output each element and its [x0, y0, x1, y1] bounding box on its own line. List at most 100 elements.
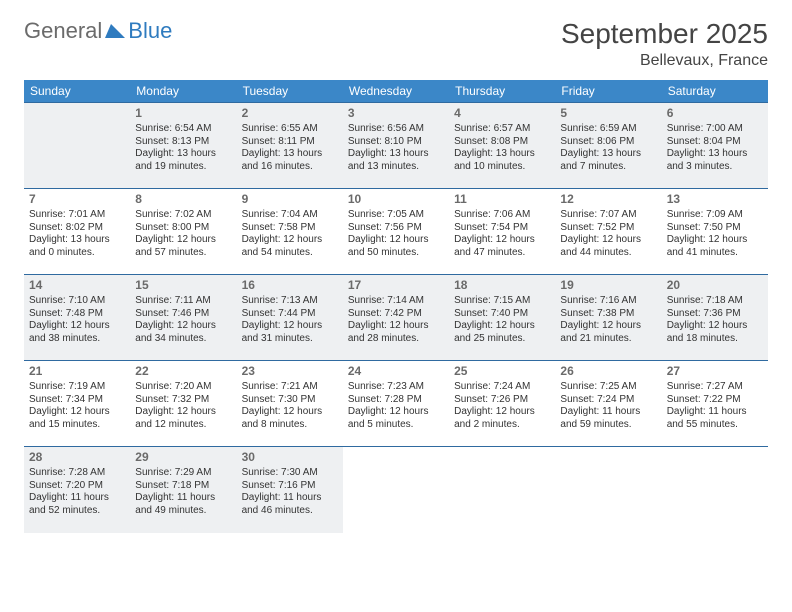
calendar-cell: 11Sunrise: 7:06 AMSunset: 7:54 PMDayligh… — [449, 189, 555, 275]
calendar-cell: 23 Sunrise: 7:21 AMSunset: 7:30 PMDayligh… — [237, 361, 343, 447]
calendar-cell — [555, 447, 661, 533]
sun-info: Sunrise: 7:21 AMSunset: 7:30 PMDaylight:… — [242, 381, 338, 431]
logo-triangle-icon — [105, 22, 127, 40]
day-number: 14 — [29, 278, 125, 293]
calendar-cell: 1 Sunrise: 6:54 AMSunset: 8:13 PMDaylight… — [130, 103, 236, 189]
day-number: 9 — [242, 192, 338, 207]
logo: General Blue — [24, 18, 172, 44]
day-number: 3 — [348, 106, 444, 121]
calendar-cell: 20 Sunrise: 7:18 AMSunset: 7:36 PMDayligh… — [662, 275, 768, 361]
day-number: 1 — [135, 106, 231, 121]
day-number: 29 — [135, 450, 231, 465]
day-number: 28 — [29, 450, 125, 465]
day-number: 8 — [135, 192, 231, 207]
table-row: 14 Sunrise: 7:10 AMSunset: 7:48 PMDayligh… — [24, 275, 768, 361]
sun-info: Sunrise: 7:07 AMSunset: 7:52 PMDaylight:… — [560, 209, 656, 259]
calendar-cell: 8 Sunrise: 7:02 AMSunset: 8:00 PMDaylight… — [130, 189, 236, 275]
weekday-header: Friday — [555, 80, 661, 103]
weekday-header-row: Sunday Monday Tuesday Wednesday Thursday… — [24, 80, 768, 103]
sun-info: Sunrise: 7:19 AMSunset: 7:34 PMDaylight:… — [29, 381, 125, 431]
logo-text-general: General — [24, 18, 102, 44]
calendar-cell: 18 Sunrise: 7:15 AMSunset: 7:40 PMDayligh… — [449, 275, 555, 361]
weekday-header: Wednesday — [343, 80, 449, 103]
calendar-cell: 5 Sunrise: 6:59 AMSunset: 8:06 PMDaylight… — [555, 103, 661, 189]
sun-info: Sunrise: 6:59 AMSunset: 8:06 PMDaylight:… — [560, 123, 656, 173]
sun-info: Sunrise: 6:55 AMSunset: 8:11 PMDaylight:… — [242, 123, 338, 173]
weekday-header: Thursday — [449, 80, 555, 103]
calendar-cell: 26Sunrise: 7:25 AMSunset: 7:24 PMDayligh… — [555, 361, 661, 447]
sun-info: Sunrise: 7:29 AMSunset: 7:18 PMDaylight:… — [135, 467, 231, 517]
calendar-cell — [662, 447, 768, 533]
day-number: 11 — [454, 192, 550, 207]
sun-info: Sunrise: 7:02 AMSunset: 8:00 PMDaylight:… — [135, 209, 231, 259]
calendar-cell: 28 Sunrise: 7:28 AMSunset: 7:20 PMDayligh… — [24, 447, 130, 533]
calendar-cell: 13Sunrise: 7:09 AMSunset: 7:50 PMDayligh… — [662, 189, 768, 275]
sun-info: Sunrise: 7:10 AMSunset: 7:48 PMDaylight:… — [29, 295, 125, 345]
sun-info: Sunrise: 7:24 AMSunset: 7:26 PMDaylight:… — [454, 381, 550, 431]
calendar-cell: 4Sunrise: 6:57 AMSunset: 8:08 PMDaylight… — [449, 103, 555, 189]
sun-info: Sunrise: 7:25 AMSunset: 7:24 PMDaylight:… — [560, 381, 656, 431]
day-number: 21 — [29, 364, 125, 379]
sun-info: Sunrise: 7:14 AMSunset: 7:42 PMDaylight:… — [348, 295, 444, 345]
day-number: 30 — [242, 450, 338, 465]
day-number: 13 — [667, 192, 763, 207]
sun-info: Sunrise: 7:20 AMSunset: 7:32 PMDaylight:… — [135, 381, 231, 431]
day-number: 17 — [348, 278, 444, 293]
calendar-cell — [449, 447, 555, 533]
day-number: 23 — [242, 364, 338, 379]
sun-info: Sunrise: 7:30 AMSunset: 7:16 PMDaylight:… — [242, 467, 338, 517]
day-number: 5 — [560, 106, 656, 121]
day-number: 24 — [348, 364, 444, 379]
sun-info: Sunrise: 7:13 AMSunset: 7:44 PMDaylight:… — [242, 295, 338, 345]
calendar-cell: 15 Sunrise: 7:11 AMSunset: 7:46 PMDayligh… — [130, 275, 236, 361]
calendar-cell: 25 Sunrise: 7:24 AMSunset: 7:26 PMDayligh… — [449, 361, 555, 447]
day-number: 18 — [454, 278, 550, 293]
day-number: 15 — [135, 278, 231, 293]
sun-info: Sunrise: 7:18 AMSunset: 7:36 PMDaylight:… — [667, 295, 763, 345]
sun-info: Sunrise: 7:15 AMSunset: 7:40 PMDaylight:… — [454, 295, 550, 345]
calendar-cell: 3Sunrise: 6:56 AMSunset: 8:10 PMDaylight… — [343, 103, 449, 189]
sun-info: Sunrise: 7:11 AMSunset: 7:46 PMDaylight:… — [135, 295, 231, 345]
day-number: 27 — [667, 364, 763, 379]
table-row: 1 Sunrise: 6:54 AMSunset: 8:13 PMDaylight… — [24, 103, 768, 189]
table-row: 28 Sunrise: 7:28 AMSunset: 7:20 PMDayligh… — [24, 447, 768, 533]
calendar-cell: 30 Sunrise: 7:30 AMSunset: 7:16 PMDayligh… — [237, 447, 343, 533]
header: General Blue September 2025 Bellevaux, F… — [24, 18, 768, 70]
calendar-cell: 29 Sunrise: 7:29 AMSunset: 7:18 PMDayligh… — [130, 447, 236, 533]
logo-text-blue: Blue — [128, 18, 172, 44]
day-number: 19 — [560, 278, 656, 293]
sun-info: Sunrise: 7:00 AMSunset: 8:04 PMDaylight:… — [667, 123, 763, 173]
calendar-cell: 14 Sunrise: 7:10 AMSunset: 7:48 PMDayligh… — [24, 275, 130, 361]
calendar-cell: 6Sunrise: 7:00 AMSunset: 8:04 PMDaylight… — [662, 103, 768, 189]
calendar-cell — [343, 447, 449, 533]
calendar-cell: 27Sunrise: 7:27 AMSunset: 7:22 PMDayligh… — [662, 361, 768, 447]
table-row: 7Sunrise: 7:01 AMSunset: 8:02 PMDaylight… — [24, 189, 768, 275]
day-number: 16 — [242, 278, 338, 293]
calendar-cell: 19 Sunrise: 7:16 AMSunset: 7:38 PMDayligh… — [555, 275, 661, 361]
calendar-cell — [24, 103, 130, 189]
weekday-header: Saturday — [662, 80, 768, 103]
weekday-header: Tuesday — [237, 80, 343, 103]
calendar-table: Sunday Monday Tuesday Wednesday Thursday… — [24, 80, 768, 533]
location-text: Bellevaux, France — [561, 52, 768, 70]
day-number: 2 — [242, 106, 338, 121]
title-block: September 2025 Bellevaux, France — [561, 18, 768, 70]
weekday-header: Monday — [130, 80, 236, 103]
day-number: 12 — [560, 192, 656, 207]
calendar-cell: 21 Sunrise: 7:19 AMSunset: 7:34 PMDayligh… — [24, 361, 130, 447]
sun-info: Sunrise: 7:16 AMSunset: 7:38 PMDaylight:… — [560, 295, 656, 345]
calendar-cell: 16 Sunrise: 7:13 AMSunset: 7:44 PMDayligh… — [237, 275, 343, 361]
day-number: 25 — [454, 364, 550, 379]
sun-info: Sunrise: 6:54 AMSunset: 8:13 PMDaylight:… — [135, 123, 231, 173]
sun-info: Sunrise: 7:28 AMSunset: 7:20 PMDaylight:… — [29, 467, 125, 517]
page-title: September 2025 — [561, 18, 768, 50]
day-number: 7 — [29, 192, 125, 207]
day-number: 20 — [667, 278, 763, 293]
calendar-cell: 24Sunrise: 7:23 AMSunset: 7:28 PMDayligh… — [343, 361, 449, 447]
sun-info: Sunrise: 7:05 AMSunset: 7:56 PMDaylight:… — [348, 209, 444, 259]
calendar-cell: 17 Sunrise: 7:14 AMSunset: 7:42 PMDayligh… — [343, 275, 449, 361]
weekday-header: Sunday — [24, 80, 130, 103]
sun-info: Sunrise: 7:04 AMSunset: 7:58 PMDaylight:… — [242, 209, 338, 259]
calendar-cell: 22Sunrise: 7:20 AMSunset: 7:32 PMDayligh… — [130, 361, 236, 447]
day-number: 10 — [348, 192, 444, 207]
